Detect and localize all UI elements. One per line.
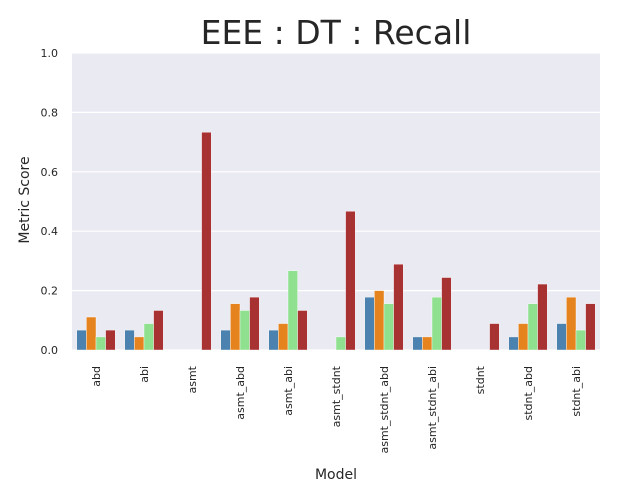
chart-title: EEE : DT : Recall (201, 13, 472, 52)
bar (220, 329, 231, 351)
bar (287, 270, 298, 351)
bar (575, 329, 586, 351)
x-tick-label: stdnt_abi (570, 366, 583, 417)
bar (393, 263, 404, 351)
bar (441, 277, 452, 351)
bar (422, 336, 433, 351)
bar (374, 290, 385, 351)
bar (508, 336, 519, 351)
bar (268, 329, 279, 351)
x-tick-label: asmt_abi (282, 366, 295, 416)
y-tick-label: 0.4 (41, 225, 59, 238)
x-tick-label: asmt (186, 365, 199, 393)
bar (134, 336, 145, 351)
y-tick-label: 0.8 (41, 106, 59, 119)
bar (518, 323, 529, 351)
bar (124, 329, 135, 351)
bar (566, 296, 577, 351)
x-tick-label: asmt_stdnt (330, 365, 343, 427)
bar (383, 303, 394, 351)
bar (585, 303, 596, 351)
y-tick-label: 1.0 (41, 47, 59, 60)
bars (76, 132, 596, 351)
bar (201, 132, 212, 351)
x-tick-label: stdnt (474, 365, 487, 394)
bar (489, 323, 500, 351)
x-tick-label: stdnt_abd (522, 366, 535, 421)
bar (297, 310, 308, 351)
bar (345, 211, 356, 351)
bar (105, 329, 116, 351)
x-axis-label: Model (315, 467, 357, 483)
bar (527, 303, 538, 351)
x-tick-label: asmt_abd (234, 366, 247, 420)
bar (153, 310, 164, 351)
y-tick-label: 0.6 (41, 166, 59, 179)
x-tick-label: asmt_stdnt_abd (378, 366, 391, 454)
bar (556, 323, 567, 351)
bar (364, 296, 375, 351)
bar (143, 323, 154, 351)
x-tick-label: abi (138, 366, 151, 383)
bar (86, 316, 97, 351)
y-tick-labels: 0.0 0.2 0.4 0.6 0.8 1.0 (41, 47, 59, 357)
bar (431, 296, 442, 351)
plot-area (72, 53, 600, 350)
bar (335, 336, 346, 351)
bar (239, 310, 250, 351)
bar (95, 336, 106, 351)
y-tick-label: 0.0 (41, 344, 59, 357)
x-tick-label: asmt_stdnt_abi (426, 366, 439, 450)
bar (76, 329, 87, 351)
bar (537, 283, 548, 351)
bar (230, 303, 241, 351)
y-axis-label: Metric Score (17, 156, 33, 243)
bar (412, 336, 423, 351)
bar (278, 323, 289, 351)
y-tick-label: 0.2 (41, 285, 59, 298)
x-tick-label: abd (90, 366, 103, 387)
x-tick-labels: abd abi asmt asmt_abd asmt_abi asmt_stdnt asmt… (90, 365, 583, 453)
bar (249, 296, 260, 351)
